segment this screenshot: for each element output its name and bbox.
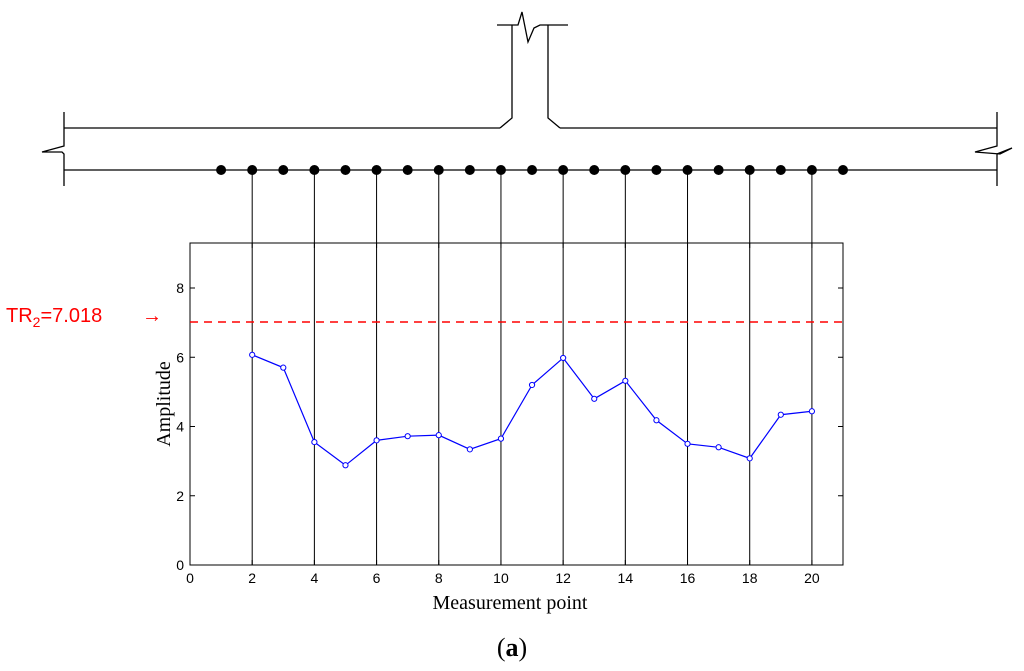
x-axis-ticks: 0 2 4 6 8 10 12 14 16 18 20 [186, 243, 820, 586]
sensor-dots [216, 165, 848, 175]
data-point [280, 364, 287, 371]
data-point [249, 351, 256, 358]
x-tick-label: 20 [804, 570, 820, 586]
x-tick-label: 14 [618, 570, 634, 586]
column-break-symbol [497, 11, 568, 45]
sensor-dot [838, 165, 848, 175]
x-tick-label: 12 [555, 570, 571, 586]
data-point [373, 437, 380, 444]
beam-break-right [974, 112, 1013, 186]
data-point [435, 432, 442, 439]
sensor-dot [216, 165, 227, 175]
data-point [342, 462, 349, 469]
sensor-dot [651, 165, 662, 175]
structure-drawing [41, 11, 1013, 243]
data-point [528, 381, 536, 389]
data-point [311, 438, 318, 446]
data-point [404, 433, 411, 440]
y-tick-label: 2 [176, 488, 184, 504]
data-point [746, 455, 753, 462]
y-axis-title: Amplitude [153, 361, 175, 447]
x-tick-label: 4 [310, 570, 318, 586]
x-tick-label: 18 [742, 570, 758, 586]
sensor-dot [589, 165, 600, 175]
sensor-dot [278, 165, 289, 175]
figure-caption: (a) [497, 633, 527, 662]
plot: 0 2 4 6 8 10 12 14 16 18 20 0 2 4 6 8 Measurement poin… [153, 242, 844, 614]
y-tick-label: 0 [176, 557, 184, 573]
data-point [466, 446, 473, 453]
x-tick-label: 10 [493, 570, 509, 586]
series-line [251, 354, 812, 467]
x-tick-label: 16 [680, 570, 696, 586]
sensor-dot [527, 165, 538, 175]
beam-break-left [41, 112, 65, 186]
column-outline [499, 25, 561, 129]
data-point [808, 408, 816, 415]
x-tick-label: 0 [186, 570, 194, 586]
sensor-dot [713, 165, 724, 175]
threshold-label: TR2=7.018 [6, 305, 102, 330]
y-tick-label: 8 [176, 280, 184, 296]
x-tick-label: 6 [373, 570, 381, 586]
data-point [777, 411, 784, 418]
threshold-arrow-icon: → [142, 305, 162, 327]
threshold-annotation: TR2=7.018 → [6, 305, 162, 330]
measurement-vertical-lines [251, 243, 813, 565]
plot-frame [189, 242, 844, 566]
y-axis-ticks: 0 2 4 6 8 [176, 280, 843, 573]
data-point [497, 435, 505, 442]
data-point [653, 417, 660, 424]
data-point [591, 395, 598, 402]
y-tick-label: 4 [176, 419, 184, 435]
x-tick-label: 8 [435, 570, 443, 586]
y-tick-label: 6 [176, 349, 184, 365]
sensor-dot [775, 165, 786, 175]
sensor-dot [464, 165, 475, 175]
data-point [622, 377, 629, 384]
data-point [560, 354, 567, 362]
sensor-dot [340, 165, 351, 175]
series-amplitude [249, 351, 816, 469]
sensor-connectors [251, 170, 813, 243]
x-tick-label: 2 [248, 570, 256, 586]
data-point [684, 440, 691, 447]
sensor-dot [402, 165, 413, 175]
data-point [715, 444, 722, 451]
x-axis-title: Measurement point [433, 592, 588, 614]
